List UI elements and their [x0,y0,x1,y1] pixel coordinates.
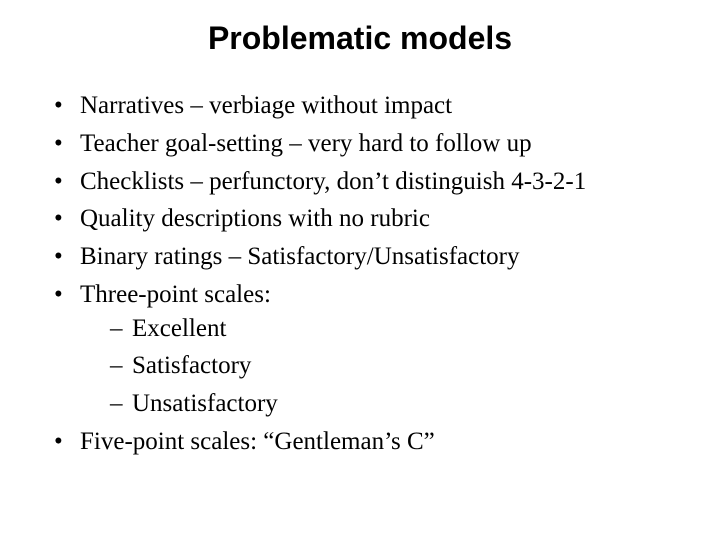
sub-list-item: Excellent [110,312,670,346]
list-item: Binary ratings – Satisfactory/Unsatisfac… [50,240,670,274]
list-item: Teacher goal-setting – very hard to foll… [50,127,670,161]
sub-list: Excellent Satisfactory Unsatisfactory [80,312,670,421]
list-item: Five-point scales: “Gentleman’s C” [50,425,670,459]
list-item-label: Three-point scales: [80,281,271,308]
sub-list-item: Satisfactory [110,349,670,383]
list-item: Three-point scales: Excellent Satisfacto… [50,278,670,421]
slide: Problematic models Narratives – verbiage… [0,0,720,540]
list-item: Checklists – perfunctory, don’t distingu… [50,165,670,199]
sub-list-item: Unsatisfactory [110,387,670,421]
bullet-list: Narratives – verbiage without impact Tea… [50,89,670,459]
list-item: Quality descriptions with no rubric [50,202,670,236]
list-item: Narratives – verbiage without impact [50,89,670,123]
slide-title: Problematic models [50,20,670,57]
